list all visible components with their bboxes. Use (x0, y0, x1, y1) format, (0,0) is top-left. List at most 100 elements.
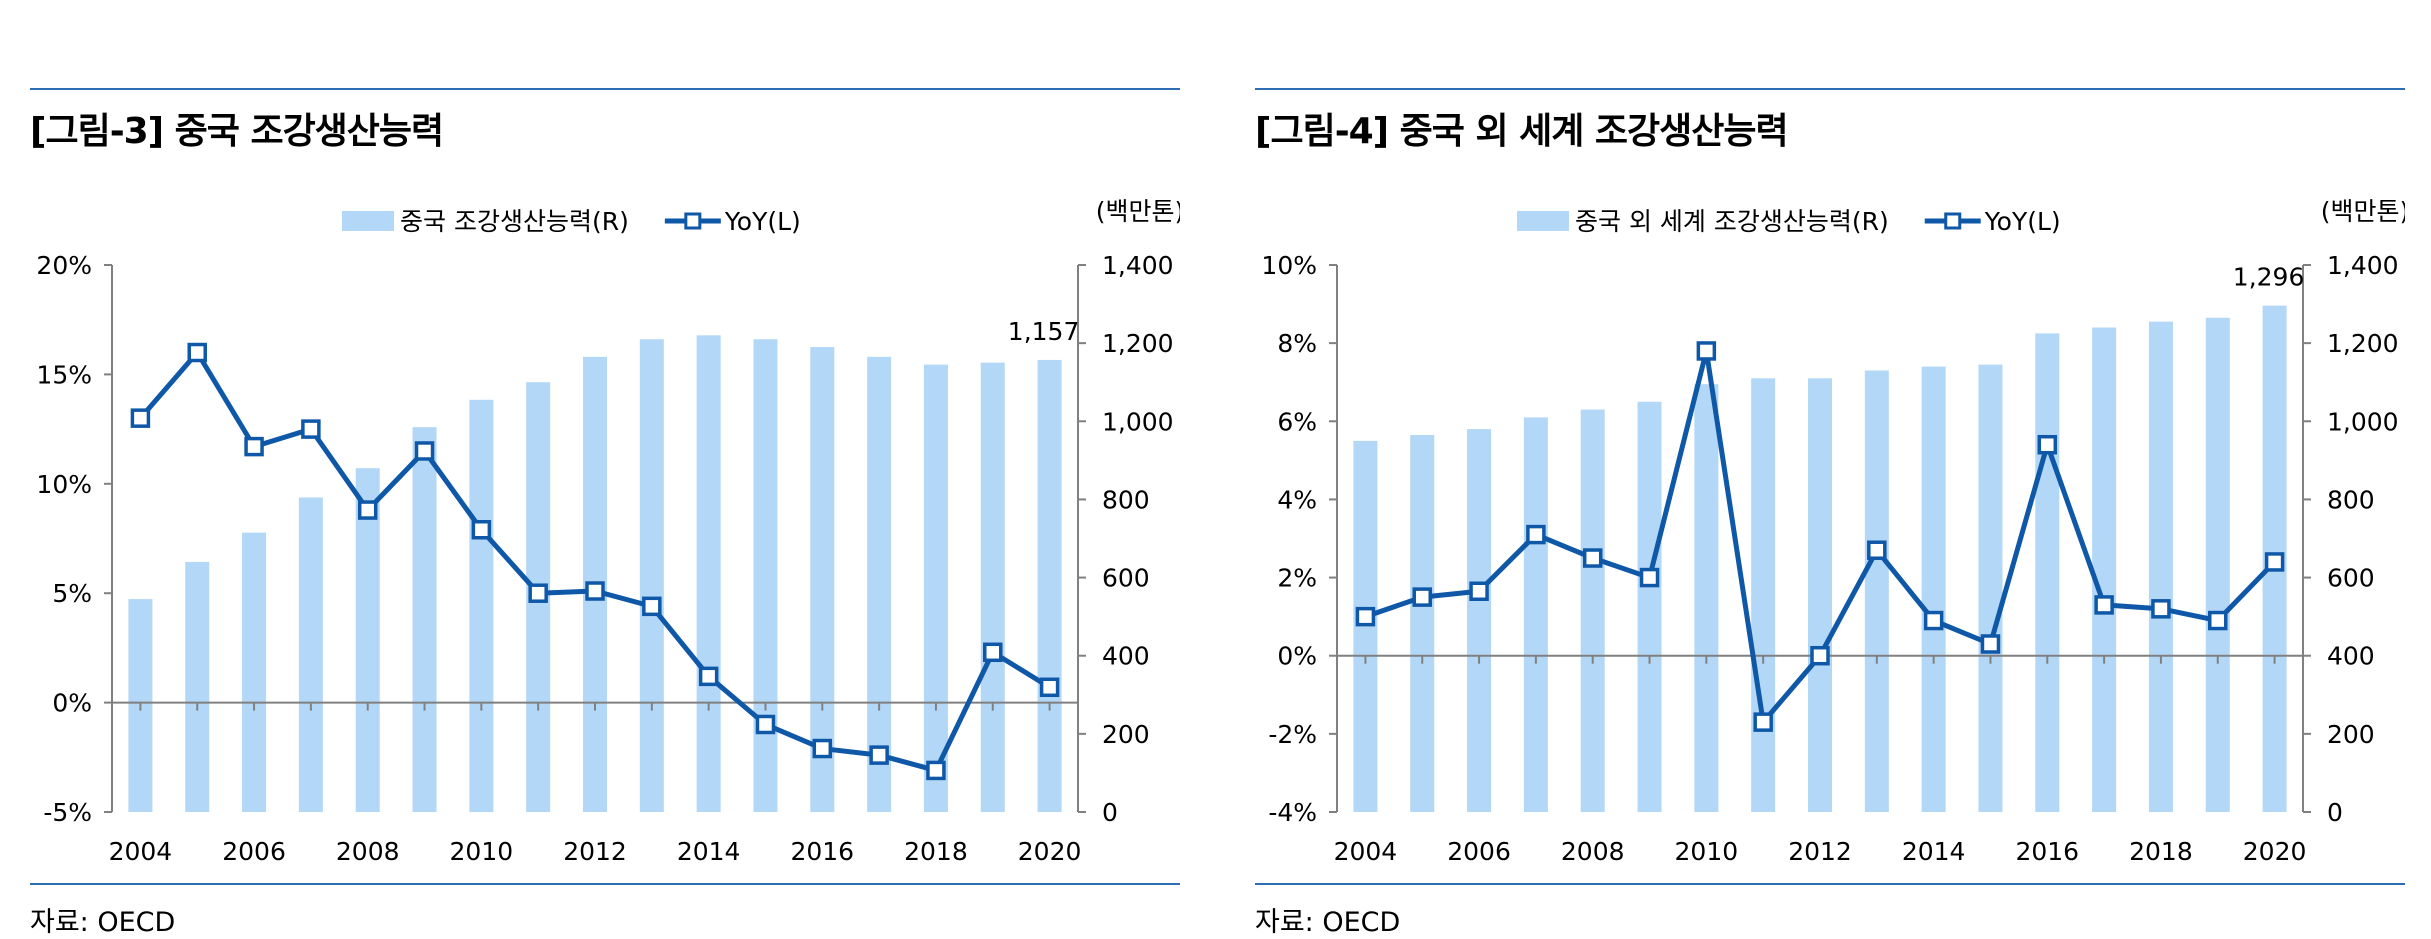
yoy-point-2004 (1355, 606, 1376, 627)
yoy-point-2007 (301, 419, 321, 439)
bar-2006 (242, 532, 267, 812)
x-tick-label: 2018 (904, 837, 968, 866)
legend-line-marker (684, 212, 702, 230)
yoy-point-2011 (528, 583, 548, 603)
source-note: 자료: OECD (1255, 907, 1401, 938)
bar-2009 (1637, 401, 1662, 812)
bar-2015 (753, 339, 778, 812)
yoy-point-2020 (1039, 677, 1060, 698)
legend-line-marker (1944, 212, 1962, 230)
yoy-point-2016 (812, 738, 833, 759)
yoy-point-2020 (2264, 552, 2285, 572)
legend-bar-label: 중국 외 세계 조강생산능력(R) (1575, 207, 1889, 236)
x-tick-label: 2010 (1675, 837, 1739, 866)
yoy-point-2015 (1980, 634, 2001, 654)
yoy-point-2014 (1923, 610, 1944, 631)
bar-2017 (867, 356, 892, 812)
bar-2016 (2035, 333, 2060, 812)
yoy-point-2018 (926, 760, 946, 781)
bottom-rule (1255, 883, 2405, 885)
legend-bar-swatch (1517, 211, 1569, 231)
yoy-point-2005 (187, 342, 207, 363)
x-tick-label: 2008 (1561, 837, 1625, 866)
right-tick-label: 1,000 (2327, 407, 2399, 436)
right-tick-label: 800 (1102, 485, 1150, 514)
left-tick-label: 5% (52, 579, 92, 608)
yoy-point-2015 (755, 714, 776, 735)
unit-label: (백만톤) (2321, 197, 2405, 226)
yoy-point-2009 (414, 441, 435, 461)
right-tick-label: 400 (2327, 642, 2375, 671)
bar-2007 (1523, 417, 1548, 812)
unit-label: (백만톤) (1096, 197, 1180, 226)
left-tick-label: 0% (1277, 642, 1317, 671)
bar-2006 (1467, 429, 1492, 812)
yoy-point-2006 (244, 436, 264, 457)
yoy-point-2017 (2094, 595, 2114, 615)
yoy-point-2006 (1469, 581, 1489, 601)
bar-2018 (923, 364, 948, 812)
bar-2018 (2148, 321, 2173, 812)
right-tick-label: 800 (2327, 485, 2375, 514)
bar-2013 (1864, 370, 1889, 812)
yoy-point-2005 (1412, 587, 1432, 607)
x-tick-label: 2008 (336, 837, 400, 866)
right-tick-label: 200 (1102, 720, 1150, 749)
right-tick-label: 600 (1102, 564, 1150, 593)
figure-3-panel: [그림-3] 중국 조강생산능력 -5% 0% 5% 10% 15% 20% 0 200 400… (30, 0, 1180, 938)
top-rule (1255, 88, 2405, 90)
legend-line-label: YoY(L) (724, 207, 801, 236)
yoy-point-2013 (1867, 540, 1887, 560)
yoy-point-2016 (2037, 434, 2058, 455)
right-tick-label: 1,000 (1102, 407, 1174, 436)
left-tick-label: 2% (1277, 564, 1317, 593)
yoy-point-2013 (642, 596, 662, 617)
bar-2007 (298, 497, 323, 812)
left-tick-label: 4% (1277, 485, 1317, 514)
left-tick-label: 6% (1277, 407, 1317, 436)
chart-fig3: -5% 0% 5% 10% 15% 20% 0 200 400 600 800 1,000 1,200 1… (36, 197, 1180, 866)
left-tick-label: 10% (36, 470, 92, 499)
legend-bar-label: 중국 조강생산능력(R) (400, 207, 629, 236)
bar-2009 (412, 427, 437, 812)
bar-2019 (2205, 317, 2230, 812)
right-tick-label: 1,400 (1102, 251, 1174, 280)
bar-2005 (1410, 434, 1435, 812)
x-tick-label: 2016 (790, 837, 854, 866)
bar-2013 (639, 339, 664, 812)
yoy-point-2019 (983, 642, 1003, 663)
left-tick-label: 8% (1277, 329, 1317, 358)
yoy-point-2012 (585, 581, 605, 601)
bar-2011 (1751, 378, 1776, 812)
right-tick-label: 200 (2327, 720, 2375, 749)
yoy-point-2018 (2151, 599, 2171, 619)
left-tick-label: -4% (1268, 798, 1317, 827)
legend-line-label: YoY(L) (1984, 207, 2061, 236)
x-tick-label: 2012 (563, 837, 627, 866)
x-tick-label: 2012 (1788, 837, 1852, 866)
bar-2019 (980, 362, 1005, 812)
yoy-point-2008 (357, 500, 378, 520)
x-tick-label: 2020 (1018, 837, 1082, 866)
right-tick-label: 0 (2327, 798, 2343, 827)
yoy-point-2007 (1526, 524, 1546, 545)
bar-2010 (469, 399, 494, 812)
x-tick-label: 2006 (222, 837, 286, 866)
right-tick-label: 600 (2327, 564, 2375, 593)
x-tick-label: 2010 (450, 837, 514, 866)
x-tick-label: 2018 (2129, 837, 2193, 866)
yoy-point-2008 (1582, 548, 1603, 568)
bar-2014 (696, 335, 721, 812)
left-tick-label: 20% (36, 251, 92, 280)
left-tick-label: 15% (36, 360, 92, 389)
left-tick-label: -5% (43, 798, 92, 827)
yoy-point-2009 (1639, 567, 1660, 588)
legend-bar-swatch (342, 211, 394, 231)
x-tick-label: 2014 (1902, 837, 1966, 866)
right-tick-label: 1,200 (2327, 329, 2399, 358)
annotation-label: 1,157 (1008, 317, 1080, 346)
source-note: 자료: OECD (30, 907, 176, 938)
yoy-point-2019 (2208, 610, 2228, 631)
figure-title: [그림-3] 중국 조강생산능력 (30, 111, 444, 152)
left-tick-label: -2% (1268, 720, 1317, 749)
